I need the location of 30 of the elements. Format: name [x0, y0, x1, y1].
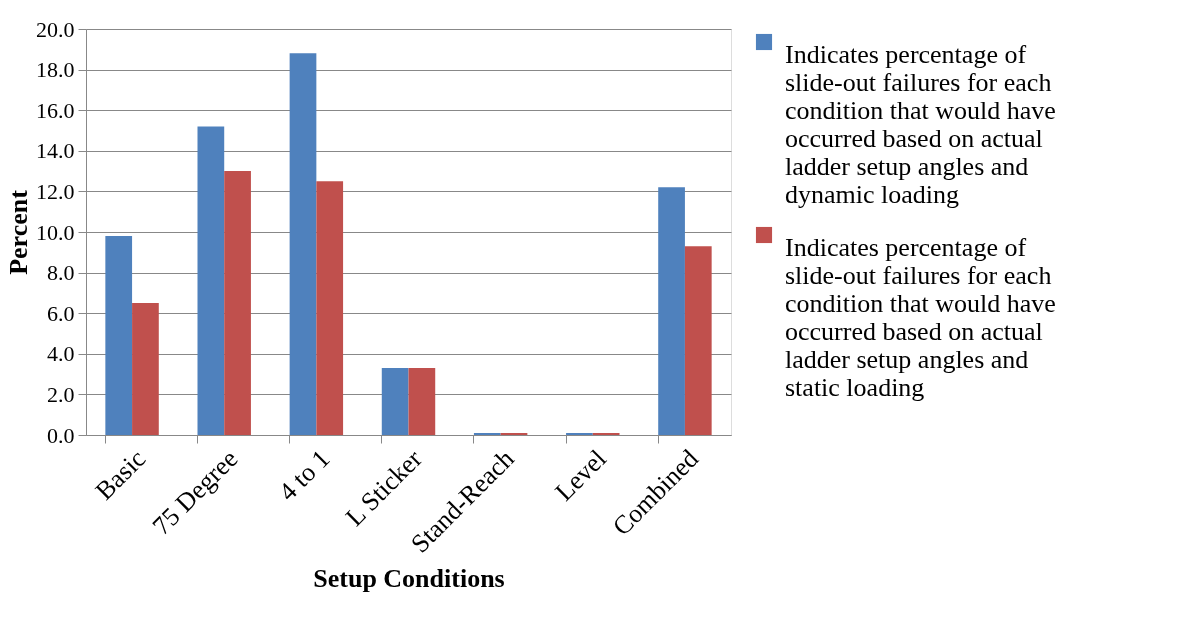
y-tick-label: 6.0: [47, 300, 75, 326]
legend-label: Indicates percentage of slide-out failures for each condition that would have occurred based on actual ladder setup angles and dynamic loading: [785, 40, 1056, 209]
y-tick-label: 2.0: [47, 381, 75, 407]
y-tick-label: 12.0: [36, 178, 75, 204]
y-tick-label: 8.0: [47, 260, 75, 286]
bar: [224, 171, 251, 435]
y-tick-label: 4.0: [47, 341, 75, 367]
bar: [592, 432, 620, 435]
legend-label: Indicates percentage of slide-out failures for each condition that would have occurred based on actual ladder setup angles and static loading: [785, 233, 1056, 402]
bar: [316, 181, 344, 435]
x-axis-title: Setup Conditions: [313, 563, 505, 593]
bar: [658, 187, 685, 435]
bar: [684, 246, 712, 435]
bar: [197, 126, 225, 435]
bar: [566, 432, 593, 435]
y-tick-label: 16.0: [36, 97, 75, 123]
bar: [408, 368, 436, 435]
y-tick-label: 10.0: [36, 219, 75, 245]
y-tick-label: 14.0: [36, 138, 75, 164]
x-tick-label: 4 to 1: [273, 444, 336, 507]
bar: [289, 53, 317, 435]
y-tick-label: 0.0: [47, 422, 75, 448]
y-axis-title: Percent: [4, 189, 33, 275]
y-tick-label: 20.0: [36, 16, 75, 42]
bar: [105, 236, 133, 435]
bar: [381, 368, 409, 435]
bar: [132, 303, 159, 435]
y-tick-label: 18.0: [36, 57, 75, 83]
bar: [500, 432, 528, 435]
bar: [473, 432, 501, 435]
